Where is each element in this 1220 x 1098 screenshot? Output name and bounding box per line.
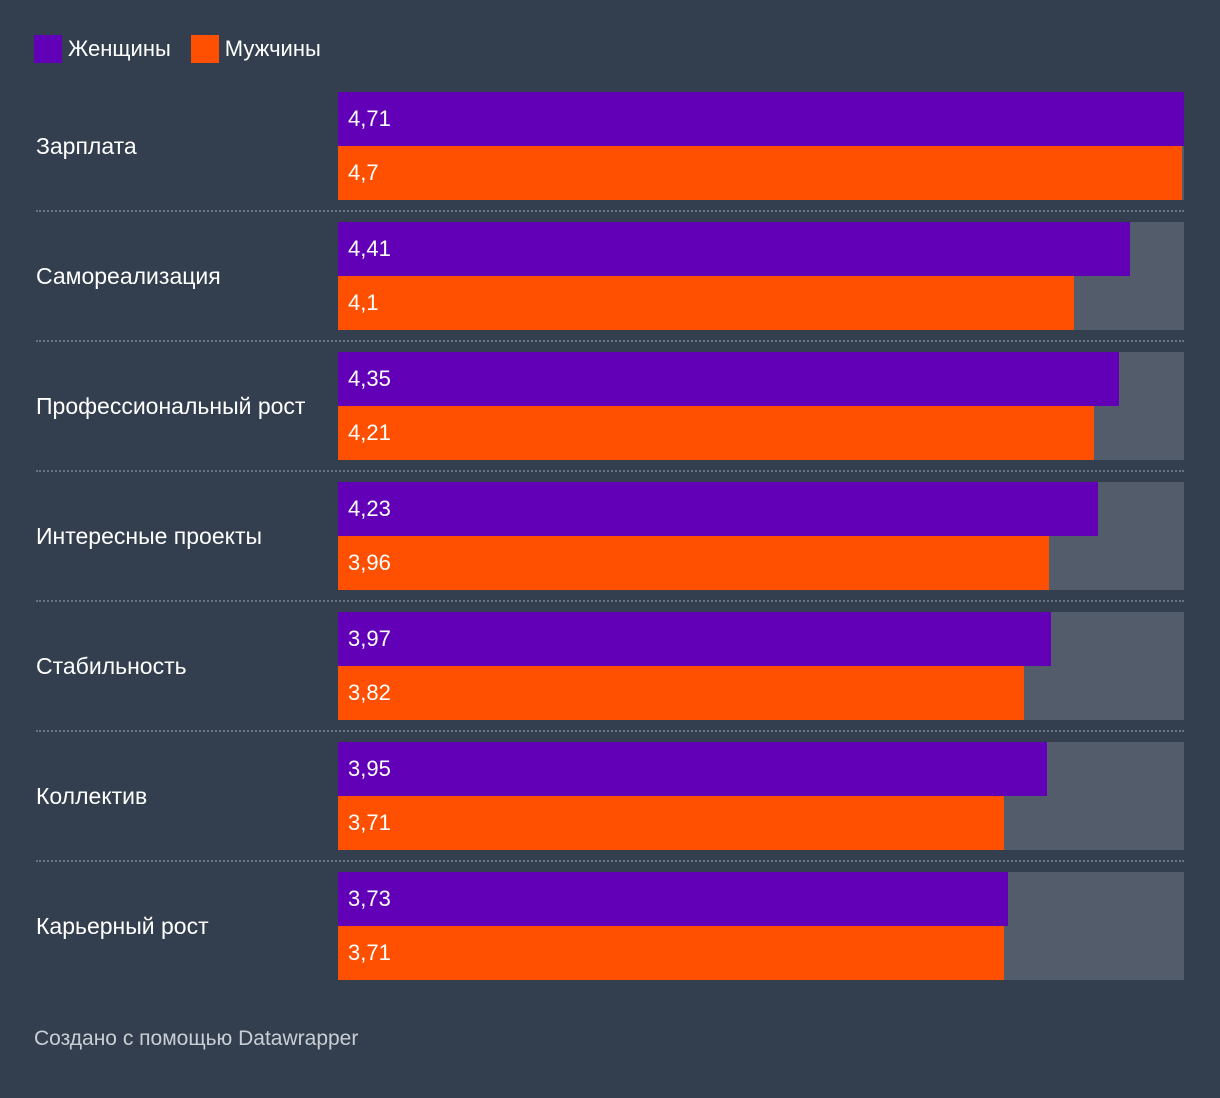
- bar-value-label: 3,96: [348, 550, 391, 575]
- bar-value-label: 3,73: [348, 886, 391, 911]
- footer-credit: Создано с помощью Datawrapper: [34, 1027, 359, 1050]
- category-label: Зарплата: [36, 133, 137, 159]
- row-separator: [36, 600, 1184, 602]
- bar-women: 3,97: [338, 612, 1051, 666]
- legend-item-men: Мужчины: [190, 35, 321, 63]
- bar-men: 4,1: [338, 276, 1074, 330]
- bar-men: 3,71: [338, 926, 1004, 980]
- bar-value-label: 4,71: [348, 106, 391, 131]
- legend-item-women: Женщины: [34, 35, 171, 63]
- bar-value-label: 4,41: [348, 236, 391, 261]
- category-label: Интересные проекты: [36, 523, 263, 549]
- legend-swatch-women: [34, 35, 62, 63]
- bar-track: 3,97 3,82: [338, 612, 1184, 720]
- bar-value-label: 4,35: [348, 366, 391, 391]
- bar-men: 4,7: [338, 146, 1182, 200]
- bar-track: 4,71 4,7: [338, 92, 1184, 200]
- bar-value-label: 3,97: [348, 626, 391, 651]
- bar-value-label: 4,1: [348, 290, 379, 315]
- bar-value-label: 4,21: [348, 420, 391, 445]
- bar-value-label: 3,71: [348, 810, 391, 835]
- bar-men: 3,96: [338, 536, 1049, 590]
- bar-value-label: 3,95: [348, 756, 391, 781]
- row-separator: [36, 860, 1184, 862]
- row-separator: [36, 470, 1184, 472]
- bar-value-label: 3,71: [348, 940, 391, 965]
- bar-men: 4,21: [338, 406, 1094, 460]
- category-label: Карьерный рост: [36, 913, 209, 939]
- legend-swatch-men: [190, 35, 219, 63]
- bar-track: 4,35 4,21: [338, 352, 1184, 460]
- bar-track: 3,95 3,71: [338, 742, 1184, 850]
- bar-track: 4,23 3,96: [338, 482, 1184, 590]
- bar-women: 4,35: [338, 352, 1119, 406]
- category-label: Профессиональный рост: [36, 393, 306, 419]
- legend: Женщины Мужчины: [34, 34, 341, 64]
- bar-value-label: 4,23: [348, 496, 391, 521]
- row-separator: [36, 730, 1184, 732]
- bar-value-label: 3,82: [348, 680, 391, 705]
- bar-men: 3,71: [338, 796, 1004, 850]
- row-separator: [36, 340, 1184, 342]
- bar-track: 4,41 4,1: [338, 222, 1184, 330]
- category-label: Самореализация: [36, 263, 221, 289]
- row-separator: [36, 210, 1184, 212]
- bar-women: 4,41: [338, 222, 1130, 276]
- bar-women: 3,73: [338, 872, 1008, 926]
- bar-track: 3,73 3,71: [338, 872, 1184, 980]
- bar-women: 3,95: [338, 742, 1047, 796]
- category-label: Коллектив: [36, 783, 148, 809]
- bar-men: 3,82: [338, 666, 1024, 720]
- bar-women: 4,71: [338, 92, 1184, 146]
- category-label: Стабильность: [36, 653, 187, 679]
- bar-women: 4,23: [338, 482, 1098, 536]
- bar-chart: Зарплата 4,71 4,7 Самореализация 4,41 4,1 Проф…: [36, 92, 1184, 980]
- legend-label-men: Мужчины: [224, 36, 321, 61]
- legend-label-women: Женщины: [68, 36, 171, 61]
- bar-value-label: 4,7: [348, 160, 379, 185]
